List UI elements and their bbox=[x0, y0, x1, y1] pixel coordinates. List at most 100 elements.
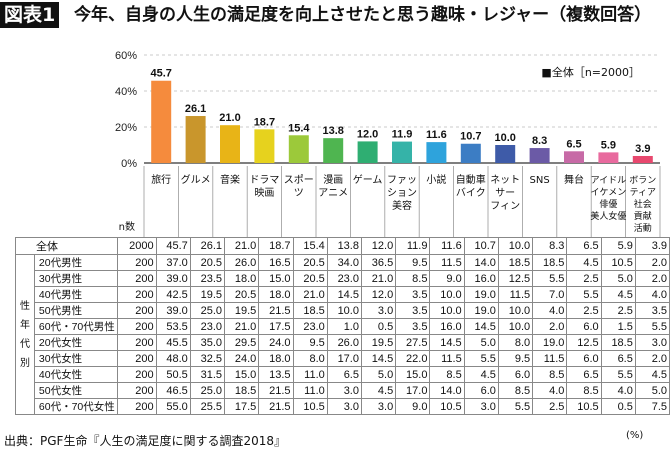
row-label: 60代・70代女性 bbox=[33, 398, 118, 415]
row-label: 50代女性 bbox=[33, 382, 118, 399]
value-cell: 15.0 bbox=[224, 366, 260, 383]
data-label: 21.0 bbox=[219, 112, 240, 124]
value-cell: 19.5 bbox=[224, 302, 260, 319]
data-label: 12.0 bbox=[357, 128, 378, 140]
value-cell: 3.5 bbox=[634, 302, 670, 319]
value-cell: 24.0 bbox=[224, 350, 260, 367]
table-row: 性年代別 20代男性 200 37.0 20.5 26.0 16.5 20.5 34.0 36.5… bbox=[15, 254, 670, 415]
value-cell: 23.0 bbox=[292, 318, 328, 335]
value-cell: 17.5 bbox=[224, 398, 260, 415]
row-label: 60代・70代男性 bbox=[33, 318, 118, 335]
table-row: 40代男性 200 42.5 19.5 20.5 18.0 21.0 14.5 12.0 3.5 1… bbox=[16, 286, 670, 303]
value-cell: 15.0 bbox=[395, 366, 431, 383]
value-cell: 4.5 bbox=[600, 286, 636, 303]
value-cell: 11.5 bbox=[532, 350, 568, 367]
value-cell: 0.5 bbox=[360, 318, 397, 335]
value-cell: 45.7 bbox=[155, 237, 191, 255]
value-cell: 10.0 bbox=[429, 302, 465, 319]
value-cell: 11.0 bbox=[292, 366, 328, 383]
value-cell: 12.0 bbox=[360, 286, 397, 303]
row-label: 全体 bbox=[15, 237, 118, 255]
n-cell: 2000 bbox=[116, 237, 157, 255]
data-label: 10.0 bbox=[494, 132, 515, 144]
value-cell: 25.0 bbox=[189, 382, 226, 399]
value-cell: 18.0 bbox=[258, 286, 294, 303]
n-cell: 200 bbox=[116, 286, 157, 303]
value-cell: 3.0 bbox=[463, 398, 499, 415]
group-label-char: 別 bbox=[19, 357, 30, 369]
value-cell: 5.5 bbox=[566, 286, 602, 303]
value-cell: 12.0 bbox=[360, 237, 397, 255]
row-label: 30代女性 bbox=[33, 350, 118, 367]
group-label-char: 年 bbox=[19, 319, 30, 331]
n-label: n数 bbox=[119, 220, 135, 233]
value-cell: 7.5 bbox=[634, 398, 670, 415]
value-cell: 19.0 bbox=[463, 302, 499, 319]
category-label: イケメン bbox=[591, 187, 627, 198]
value-cell: 11.6 bbox=[429, 237, 465, 255]
category-label: SNS bbox=[530, 175, 550, 186]
value-cell: 37.0 bbox=[155, 254, 191, 271]
value-cell: 25.0 bbox=[189, 302, 226, 319]
value-cell: 6.0 bbox=[566, 350, 602, 367]
y-tick-label: 0% bbox=[121, 158, 137, 170]
value-cell: 20.5 bbox=[292, 270, 328, 287]
value-cell: 5.5 bbox=[532, 270, 568, 287]
category-label: サー bbox=[495, 187, 515, 199]
data-label: 11.9 bbox=[392, 129, 413, 141]
value-cell: 17.0 bbox=[395, 382, 431, 399]
value-cell: 21.5 bbox=[258, 382, 294, 399]
value-cell: 8.5 bbox=[429, 366, 465, 383]
category-label: 貢献 bbox=[634, 210, 652, 222]
value-cell: 18.7 bbox=[258, 237, 294, 255]
bar bbox=[392, 141, 412, 163]
value-cell: 31.5 bbox=[189, 366, 226, 383]
row-label: 50代男性 bbox=[33, 302, 118, 319]
n-cell: 200 bbox=[116, 382, 157, 399]
value-cell: 5.5 bbox=[600, 366, 636, 383]
value-cell: 8.3 bbox=[532, 237, 568, 255]
value-cell: 8.0 bbox=[292, 350, 328, 367]
value-cell: 45.5 bbox=[155, 334, 191, 351]
n-cell: 200 bbox=[116, 350, 157, 367]
value-cell: 39.0 bbox=[155, 302, 191, 319]
value-cell: 2.5 bbox=[532, 398, 568, 415]
value-cell: 6.5 bbox=[600, 350, 636, 367]
value-cell: 10.5 bbox=[600, 254, 636, 271]
value-cell: 4.0 bbox=[532, 302, 568, 319]
value-cell: 10.5 bbox=[292, 398, 328, 415]
value-cell: 23.0 bbox=[326, 270, 362, 287]
value-cell: 6.5 bbox=[326, 366, 362, 383]
value-cell: 10.0 bbox=[497, 318, 534, 335]
value-cell: 17.5 bbox=[258, 318, 294, 335]
row-label: 20代男性 bbox=[33, 254, 118, 271]
data-label: 18.7 bbox=[254, 116, 275, 128]
bar bbox=[288, 135, 309, 163]
value-cell: 9.5 bbox=[395, 254, 431, 271]
value-cell: 2.0 bbox=[532, 318, 568, 335]
value-cell: 9.0 bbox=[395, 398, 431, 415]
table-row: 30代女性 200 48.0 32.5 24.0 18.0 8.0 17.0 14.5 22.0 1… bbox=[16, 350, 670, 367]
value-cell: 11.5 bbox=[429, 254, 465, 271]
category-label: ボラン bbox=[629, 175, 656, 186]
unit-note: (%) bbox=[626, 430, 644, 441]
category-label: 自動車 bbox=[456, 173, 486, 186]
value-cell: 1.5 bbox=[600, 318, 636, 335]
value-cell: 32.5 bbox=[189, 350, 226, 367]
value-cell: 42.5 bbox=[155, 286, 191, 303]
value-cell: 4.5 bbox=[463, 366, 499, 383]
value-cell: 3.5 bbox=[395, 318, 431, 335]
value-cell: 13.5 bbox=[258, 366, 294, 383]
value-cell: 25.5 bbox=[189, 398, 226, 415]
value-cell: 4.0 bbox=[532, 382, 568, 399]
value-cell: 35.0 bbox=[189, 334, 226, 351]
value-cell: 2.5 bbox=[566, 302, 602, 319]
value-cell: 2.5 bbox=[600, 302, 636, 319]
value-cell: 10.5 bbox=[429, 398, 465, 415]
value-cell: 3.0 bbox=[360, 398, 397, 415]
category-label: バイク bbox=[456, 187, 486, 199]
bar bbox=[220, 125, 240, 163]
value-cell: 17.0 bbox=[326, 350, 362, 367]
n-cell: 200 bbox=[116, 366, 157, 383]
value-cell: 14.5 bbox=[326, 286, 362, 303]
